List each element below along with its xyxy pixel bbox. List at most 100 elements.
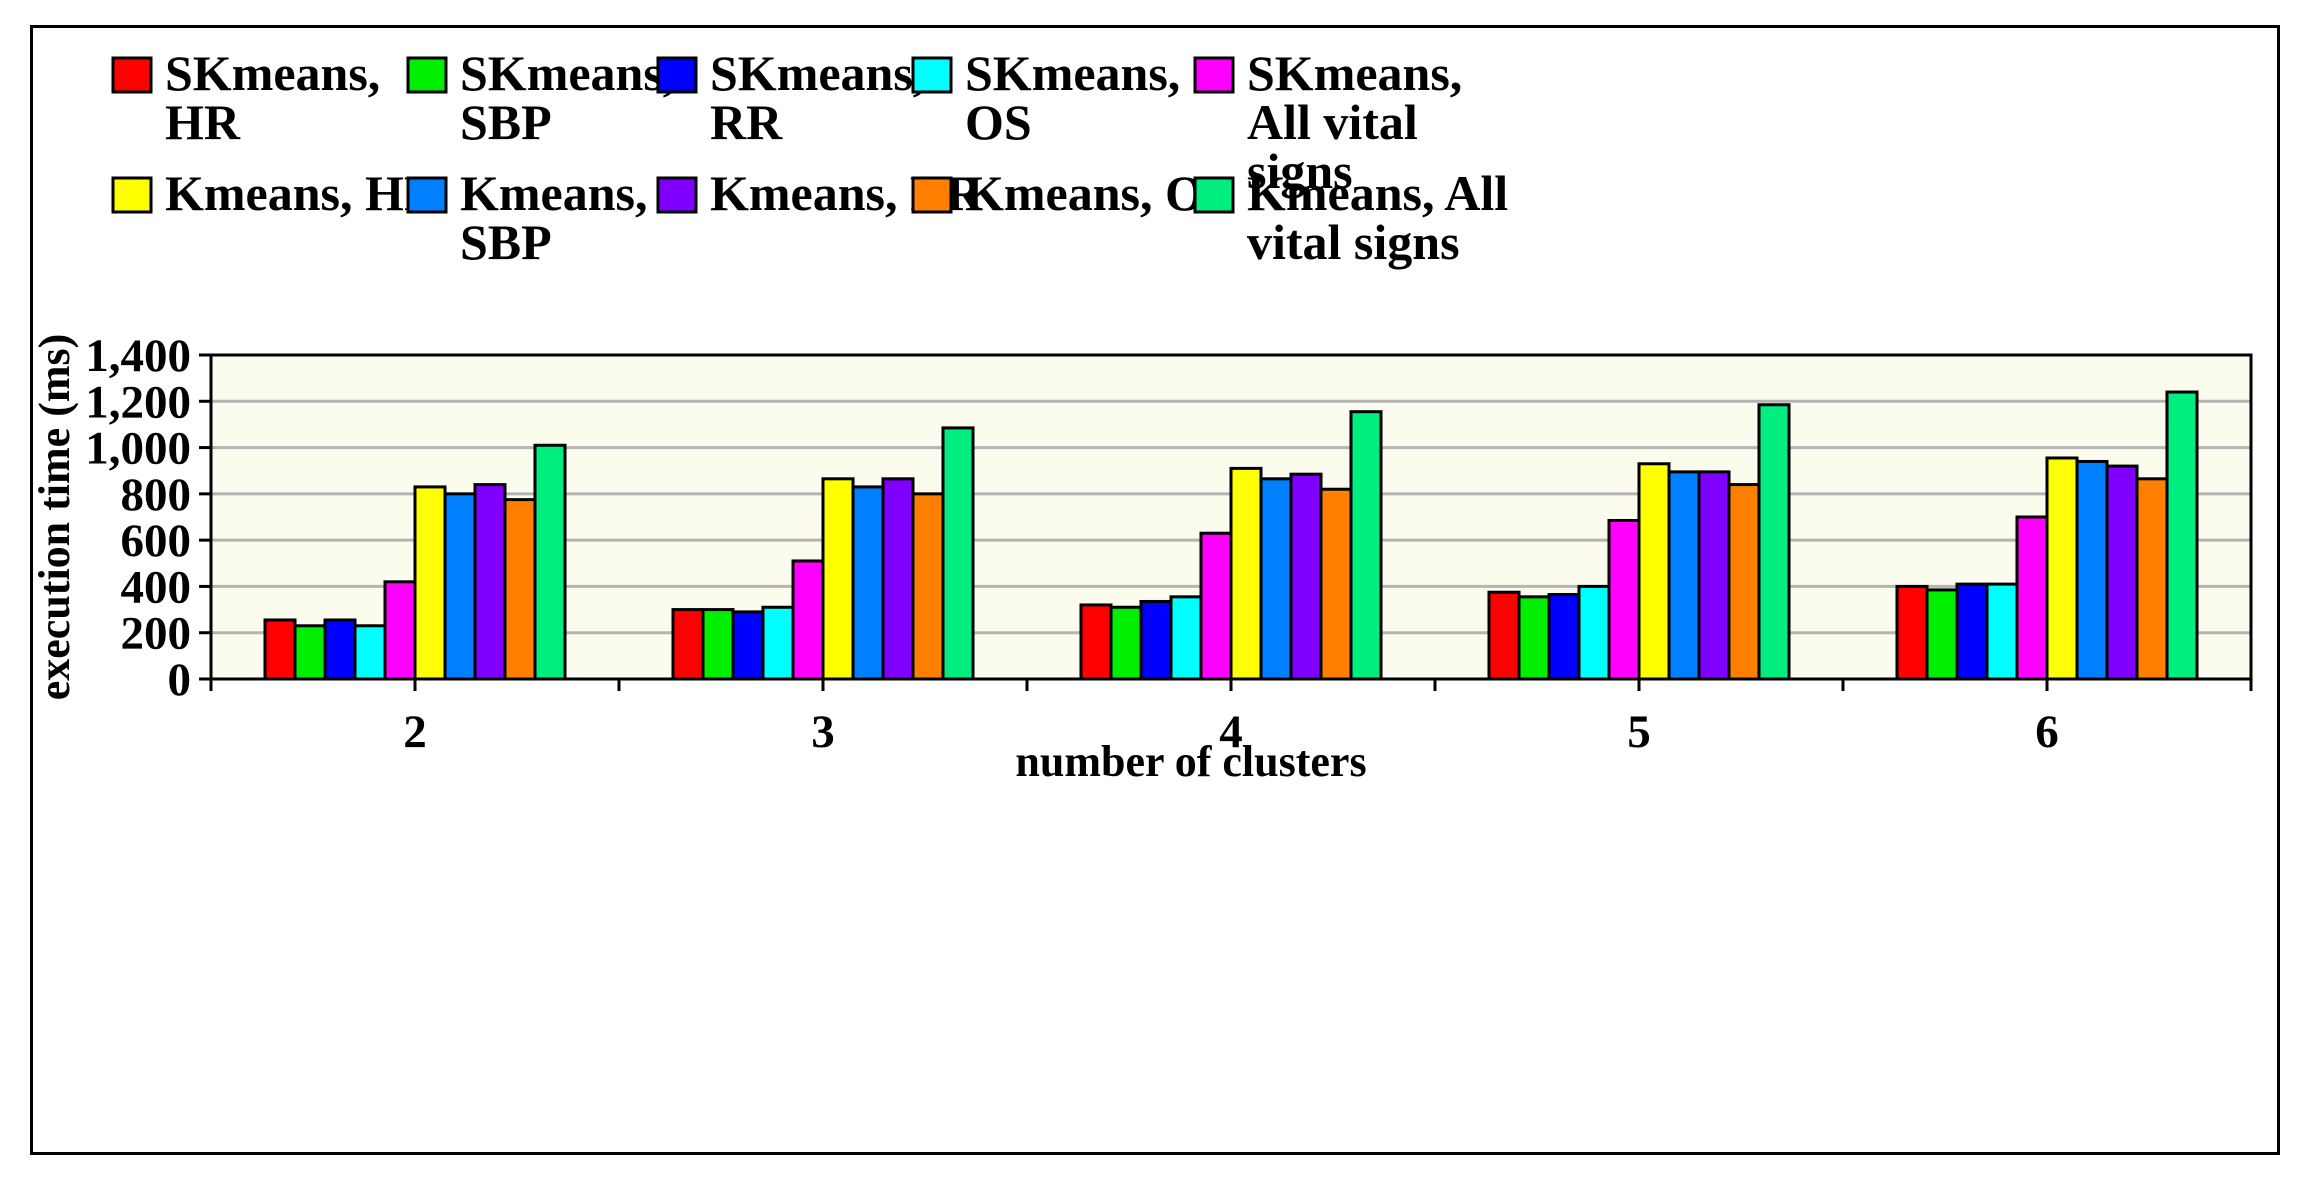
legend-label: SKmeans, [710, 45, 925, 101]
legend-swatch [406, 176, 448, 214]
x-tick-label: 5 [1627, 706, 1651, 758]
legend-item: Kmeans, OS [911, 165, 1232, 221]
bar [2045, 456, 2079, 681]
bar [1229, 466, 1263, 681]
x-tick-label: 6 [2035, 706, 2059, 758]
y-tick-label: 800 [121, 469, 192, 521]
y-tick-label: 400 [121, 561, 192, 613]
bar [383, 580, 417, 681]
bar [1637, 462, 1671, 681]
legend-item: SKmeans,SBP [406, 45, 675, 150]
chart-frame: SKmeans, HR SKmeans, SBP SKmeans, RR SKmeans, O… [30, 25, 2280, 1155]
bar [1577, 584, 1611, 681]
legend-item: Kmeans, HR [111, 165, 441, 221]
bar [1349, 410, 1383, 681]
legend-label: Kmeans, OS [965, 165, 1232, 221]
bar [1985, 582, 2019, 681]
legend-item: Kmeans,SBP [406, 165, 648, 270]
y-tick-label: 1,000 [85, 423, 191, 475]
legend-swatch [406, 56, 448, 94]
bar [443, 492, 477, 681]
legend: SKmeans,HRSKmeans,SBPSKmeans,RRSKmeans,O… [111, 45, 1508, 270]
legend-swatch [656, 56, 698, 94]
bar [1199, 531, 1233, 681]
bar [881, 477, 915, 681]
bar [2135, 477, 2169, 681]
legend-swatch [1193, 176, 1235, 214]
legend-label: SKmeans, [1247, 45, 1462, 101]
legend-label: Kmeans, [460, 165, 648, 221]
legend-label: SBP [460, 94, 552, 150]
bar [1139, 599, 1173, 681]
bars [263, 390, 2199, 681]
legend-label: SKmeans, [165, 45, 380, 101]
bar [2105, 464, 2139, 681]
bar [791, 559, 825, 681]
bar [533, 443, 567, 681]
x-tick-label: 4 [1219, 706, 1243, 758]
x-tick-label: 3 [811, 706, 835, 758]
bar [1547, 593, 1581, 681]
bar [2165, 390, 2199, 681]
bar [263, 618, 297, 681]
bar [1487, 590, 1521, 681]
x-axis-title: number of clusters [1015, 737, 1366, 786]
y-tick-label: 1,400 [85, 330, 191, 382]
y-tick-label: 200 [121, 608, 192, 660]
legend-label: RR [710, 94, 783, 150]
legend-label: Kmeans, HR [165, 165, 441, 221]
x-axis-ticks: 2 3 4 5 6 [209, 679, 2253, 758]
bar [1895, 584, 1929, 681]
legend-label: Kmeans, All [1247, 165, 1508, 221]
bar [323, 618, 357, 681]
bar [503, 498, 537, 681]
bar [1259, 477, 1293, 681]
legend-swatch [111, 176, 153, 214]
bar [1289, 472, 1323, 681]
x-tick-label: 2 [403, 706, 427, 758]
bar [821, 477, 855, 681]
legend-item: SKmeans,OS [911, 45, 1180, 150]
bar [731, 610, 765, 681]
bar [671, 608, 705, 681]
y-tick-label: 1,200 [85, 376, 191, 428]
y-tick-label: 0 [168, 654, 192, 706]
y-tick-label: 600 [121, 515, 192, 567]
bar [1109, 605, 1143, 681]
bar [2015, 515, 2049, 681]
bar [1757, 403, 1791, 681]
bar [941, 426, 975, 681]
bar [1079, 603, 1113, 681]
bar [2075, 459, 2109, 681]
bar [1319, 487, 1353, 681]
legend-label: SBP [460, 214, 552, 270]
legend-label: vital signs [1247, 214, 1460, 270]
bar [911, 492, 945, 681]
bar [851, 485, 885, 681]
legend-item: SKmeans,RR [656, 45, 925, 150]
bar [761, 605, 795, 681]
legend-swatch [111, 56, 153, 94]
legend-swatch [656, 176, 698, 214]
bar [1517, 595, 1551, 681]
legend-swatch [1193, 56, 1235, 94]
bar [473, 483, 507, 681]
bar [1727, 483, 1761, 681]
bar [413, 485, 447, 681]
bar [1667, 470, 1701, 681]
legend-item: SKmeans,HR [111, 45, 380, 150]
legend-swatch [911, 56, 953, 94]
bar [1607, 518, 1641, 681]
legend-label: OS [965, 94, 1032, 150]
y-axis-title: execution time (ms) [33, 334, 79, 701]
bar [1955, 582, 1989, 681]
bar [701, 608, 735, 681]
bar [1697, 470, 1731, 681]
legend-label: All vital [1247, 94, 1418, 150]
legend-label: SKmeans, [460, 45, 675, 101]
legend-label: SKmeans, [965, 45, 1180, 101]
bar [353, 624, 387, 681]
